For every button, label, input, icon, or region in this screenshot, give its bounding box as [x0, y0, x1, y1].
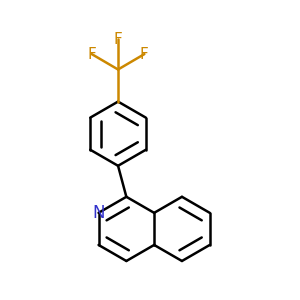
Text: F: F — [114, 32, 122, 46]
Text: F: F — [87, 46, 96, 62]
Text: F: F — [140, 46, 149, 62]
Text: N: N — [92, 204, 105, 222]
